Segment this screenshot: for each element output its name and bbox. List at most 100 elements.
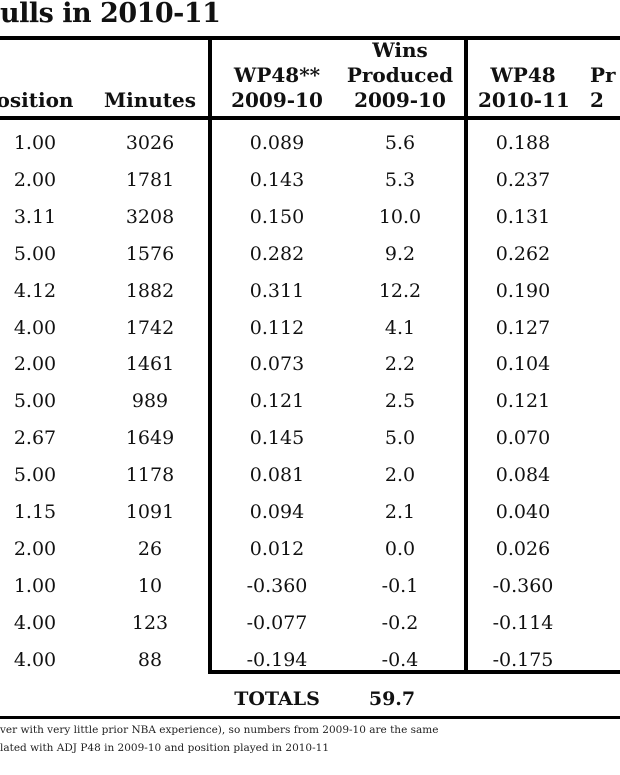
cell-wins-produced-2009-10: -0.2 [381, 612, 419, 634]
totals-wins-produced: 59.7 [368, 688, 416, 710]
cell-position: 1.00 [13, 575, 57, 597]
cell-wp48-2010-11: 0.262 [495, 243, 551, 265]
cell-wp48-2010-11: 0.127 [495, 317, 551, 339]
table-title: ulls in 2010-11 [0, 0, 221, 29]
cell-wins-produced-2009-10: 10.0 [378, 206, 422, 228]
cell-minutes: 26 [137, 538, 163, 560]
cell-wp48-2010-11: 0.070 [495, 427, 551, 449]
header-wins-line-2: Produced [346, 63, 454, 87]
cell-wins-produced-2009-10: -0.1 [381, 575, 419, 597]
cell-position: 2.00 [13, 353, 57, 375]
cell-wp48-2009-10: 0.073 [249, 353, 305, 375]
header-partial-column: Pr 2 [590, 63, 620, 113]
cell-wp48-2010-11: 0.131 [495, 206, 551, 228]
header-partial-line-2: 2 [590, 88, 604, 112]
cell-wp48-2009-10: 0.150 [249, 206, 305, 228]
cell-wp48-2010-11: 0.104 [495, 353, 551, 375]
cell-wp48-2010-11: -0.175 [492, 649, 554, 671]
cell-wins-produced-2009-10: 5.6 [384, 132, 416, 154]
header-wp48-line-1: WP48** [233, 63, 321, 87]
cell-minutes: 1781 [125, 169, 175, 191]
header-wp48-line-2: 2009-10 [231, 88, 323, 112]
cell-position: 4.00 [13, 317, 57, 339]
cell-minutes: 1649 [125, 427, 175, 449]
footer-rule [0, 716, 620, 719]
cell-wp48-2009-10: 0.012 [249, 538, 305, 560]
cell-minutes: 3026 [125, 132, 175, 154]
cell-wp48-2009-10: 0.145 [249, 427, 305, 449]
header-wp48-2010-11: WP48 2010-11 [478, 63, 570, 113]
cell-minutes: 1742 [125, 317, 175, 339]
header-wp48-2009-10: WP48** 2009-10 [222, 63, 332, 113]
cell-wp48-2009-10: -0.077 [246, 612, 308, 634]
cell-wins-produced-2009-10: 0.0 [384, 538, 416, 560]
cell-wins-produced-2009-10: 2.1 [384, 501, 416, 523]
header-wins-line-3: 2009-10 [354, 88, 446, 112]
cell-wp48-2010-11: -0.114 [492, 612, 554, 634]
cell-position: 2.00 [13, 538, 57, 560]
header-wp48-1011-line-2: 2010-11 [478, 88, 570, 112]
cell-wp48-2010-11: 0.040 [495, 501, 551, 523]
cell-position: 2.67 [13, 427, 57, 449]
cell-wp48-2009-10: 0.282 [249, 243, 305, 265]
cell-wins-produced-2009-10: 2.5 [384, 390, 416, 412]
header-wins-line-1: Wins [372, 38, 428, 62]
cell-wins-produced-2009-10: -0.4 [381, 649, 419, 671]
top-rule [0, 36, 620, 40]
footnote-line-1: ver with very little prior NBA experienc… [0, 724, 439, 736]
cell-minutes: 1882 [125, 280, 175, 302]
cell-wp48-2009-10: -0.360 [246, 575, 308, 597]
cell-wins-produced-2009-10: 2.2 [384, 353, 416, 375]
cell-minutes: 989 [131, 390, 169, 412]
cell-wp48-2009-10: 0.112 [249, 317, 305, 339]
cell-minutes: 1576 [125, 243, 175, 265]
cell-position: 1.15 [13, 501, 57, 523]
cell-position: 4.00 [13, 612, 57, 634]
bottom-rule [208, 670, 620, 674]
cell-position: 5.00 [13, 464, 57, 486]
header-wins-produced-2009-10: Wins Produced 2009-10 [340, 38, 460, 113]
cell-wp48-2010-11: 0.188 [495, 132, 551, 154]
cell-minutes: 3208 [125, 206, 175, 228]
cell-wp48-2009-10: 0.081 [249, 464, 305, 486]
divider-1 [208, 36, 212, 674]
totals-label: TOTALS [234, 688, 320, 710]
divider-2 [464, 36, 468, 674]
cell-wp48-2009-10: 0.121 [249, 390, 305, 412]
cell-minutes: 1178 [125, 464, 175, 486]
cell-wp48-2010-11: 0.237 [495, 169, 551, 191]
header-rule [0, 116, 620, 120]
cell-wins-produced-2009-10: 2.0 [384, 464, 416, 486]
cell-position: 5.00 [13, 390, 57, 412]
header-minutes-line: Minutes [103, 88, 197, 112]
cell-wp48-2009-10: 0.094 [249, 501, 305, 523]
cell-wins-produced-2009-10: 4.1 [384, 317, 416, 339]
cell-wins-produced-2009-10: 12.2 [378, 280, 422, 302]
cell-wins-produced-2009-10: 5.3 [384, 169, 416, 191]
cell-wp48-2010-11: 0.121 [495, 390, 551, 412]
cell-wins-produced-2009-10: 5.0 [384, 427, 416, 449]
cell-minutes: 88 [137, 649, 163, 671]
cell-wp48-2010-11: 0.026 [495, 538, 551, 560]
cell-position: 1.00 [13, 132, 57, 154]
cell-position: 4.00 [13, 649, 57, 671]
cell-minutes: 123 [131, 612, 169, 634]
cell-position: 4.12 [13, 280, 57, 302]
cell-minutes: 1091 [125, 501, 175, 523]
cell-wp48-2010-11: -0.360 [492, 575, 554, 597]
header-position: osition [0, 88, 80, 113]
cell-minutes: 1461 [125, 353, 175, 375]
header-minutes: Minutes [100, 88, 200, 113]
footnote-line-2: lated with ADJ P48 in 2009-10 and positi… [0, 742, 330, 754]
cell-position: 2.00 [13, 169, 57, 191]
cell-minutes: 10 [137, 575, 163, 597]
cell-wins-produced-2009-10: 9.2 [384, 243, 416, 265]
header-wp48-1011-line-1: WP48 [490, 63, 556, 87]
header-position-line: osition [0, 88, 74, 112]
cell-position: 3.11 [13, 206, 57, 228]
header-partial-line-1: Pr [590, 63, 616, 87]
cell-wp48-2009-10: 0.311 [249, 280, 305, 302]
cell-position: 5.00 [13, 243, 57, 265]
cell-wp48-2009-10: 0.143 [249, 169, 305, 191]
cell-wp48-2010-11: 0.084 [495, 464, 551, 486]
